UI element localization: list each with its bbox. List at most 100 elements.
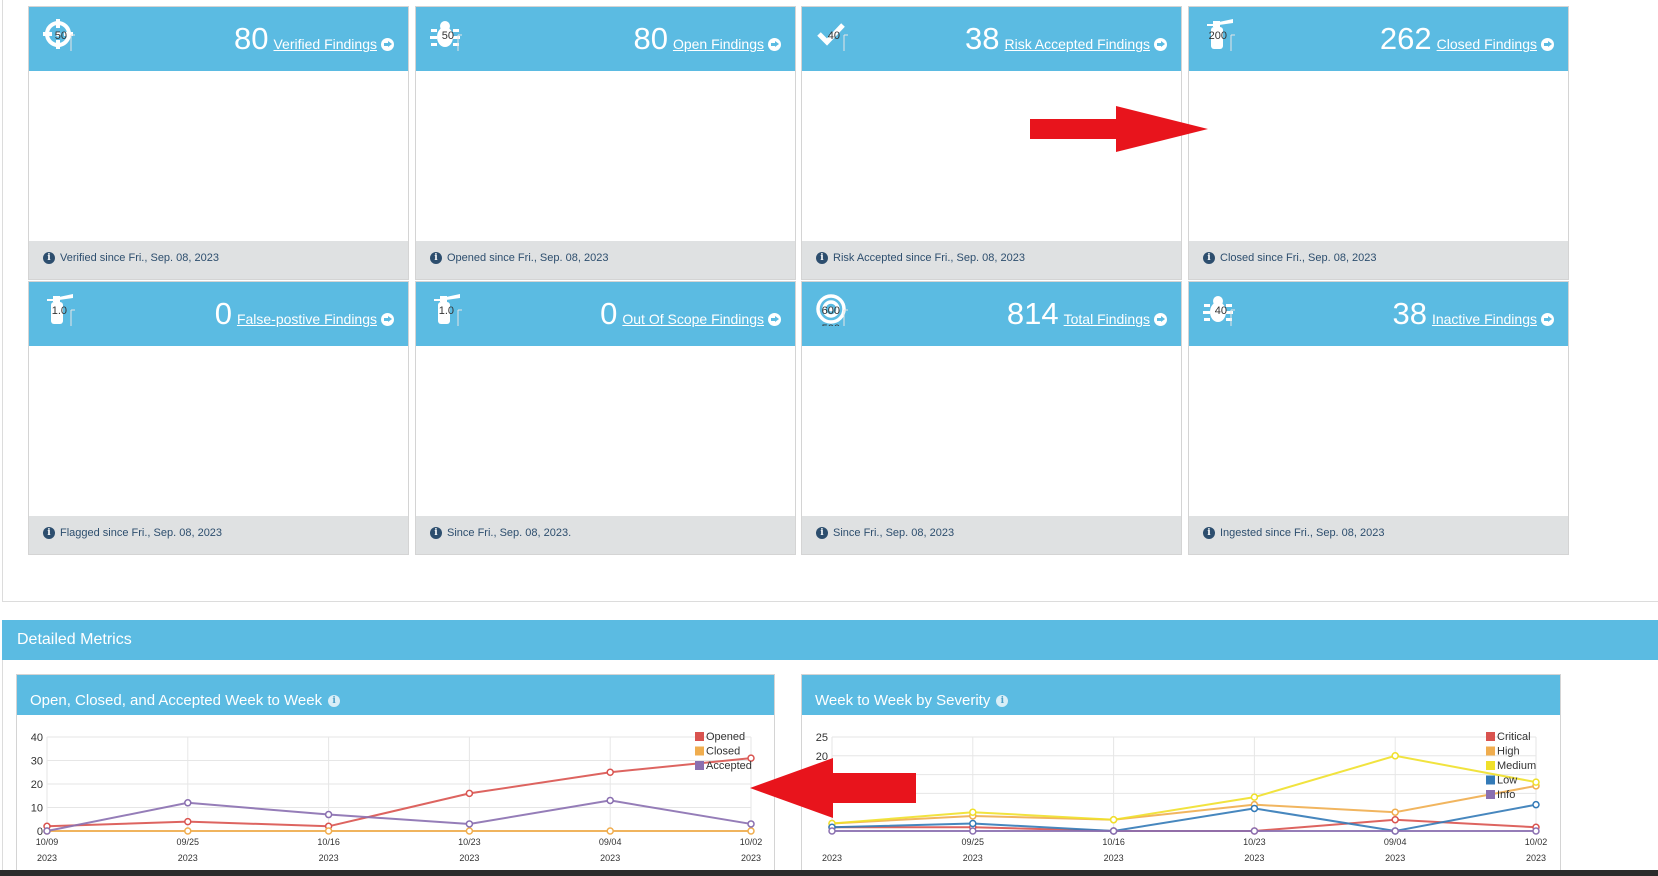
info-icon: i	[43, 527, 55, 539]
data-point[interactable]	[324, 827, 333, 835]
legend-label: Info	[1497, 789, 1515, 801]
card-link-total[interactable]: Total Findings	[1064, 311, 1167, 327]
data-point[interactable]	[606, 768, 614, 776]
data-point[interactable]	[606, 796, 614, 805]
arrow-circle-right-icon	[1154, 312, 1167, 326]
data-point[interactable]	[184, 827, 192, 835]
arrow-circle-right-icon	[768, 37, 781, 51]
data-point[interactable]	[969, 808, 977, 816]
data-point[interactable]	[1391, 815, 1399, 824]
data-point[interactable]	[747, 754, 755, 762]
x-tick-label: 10/23	[458, 837, 481, 847]
info-icon[interactable]: i	[328, 694, 341, 707]
data-point[interactable]	[324, 810, 333, 819]
card-footer-text: Since Fri., Sep. 08, 2023.	[447, 527, 572, 539]
x-tick-label: 10/23	[1243, 837, 1266, 847]
card-link-false-positive[interactable]: False-postive Findings	[237, 311, 394, 327]
card-header: -1.0-0.50.00.51.0CriticalHighMediumLowIn…	[416, 282, 795, 435]
legend-label: Closed	[706, 746, 740, 758]
data-point[interactable]	[747, 827, 755, 835]
data-point[interactable]	[184, 799, 192, 807]
arrow-circle-right-icon	[768, 312, 781, 326]
data-point[interactable]	[828, 827, 836, 835]
y-tick-label: 200	[1209, 30, 1227, 42]
x-tick-label: 2023	[600, 853, 620, 863]
target-icon: 0100200300400500600CriticalHighMediumLow…	[814, 292, 1145, 435]
data-point[interactable]	[43, 827, 51, 835]
data-point[interactable]	[606, 827, 614, 835]
info-icon: i	[1203, 252, 1215, 264]
legend-swatch	[695, 732, 704, 741]
bar-chart-open	[416, 71, 795, 238]
card-risk-accepted: 010203040CriticalHighMediumLowInfo38Risk…	[801, 6, 1182, 280]
data-point[interactable]	[747, 820, 755, 828]
data-point[interactable]	[1391, 808, 1399, 816]
x-tick-label: 10/02	[1525, 837, 1548, 847]
data-point[interactable]	[1532, 827, 1540, 835]
data-point[interactable]	[1532, 800, 1540, 809]
bar-chart-false-positive	[29, 346, 408, 513]
data-point[interactable]	[465, 827, 474, 835]
card-link-open[interactable]: Open Findings	[673, 36, 781, 52]
info-icon: i	[816, 252, 828, 264]
card-footer: i Risk Accepted since Fri., Sep. 08, 2023	[802, 241, 1181, 279]
arrow-circle-right-icon	[381, 37, 394, 51]
card-count: 38	[1392, 296, 1427, 331]
data-point[interactable]	[1250, 827, 1259, 835]
card-link-label: Verified Findings	[273, 36, 377, 52]
card-footer-text: Verified since Fri., Sep. 08, 2023	[60, 252, 219, 264]
card-count: 38	[964, 21, 1000, 56]
card-link-label: False-postive Findings	[236, 311, 377, 327]
data-point[interactable]	[465, 789, 474, 798]
annotation-arrow-right	[1030, 106, 1208, 152]
data-point[interactable]	[1391, 752, 1399, 760]
legend-swatch	[1486, 761, 1495, 770]
info-icon[interactable]: i	[996, 694, 1009, 707]
info-icon: i	[1203, 527, 1215, 539]
data-point[interactable]	[969, 827, 977, 835]
card-link-out-of-scope[interactable]: Out Of Scope Findings	[622, 311, 781, 327]
legend-swatch	[1486, 732, 1495, 741]
series-line-accepted	[46, 799, 752, 832]
data-point[interactable]	[1391, 827, 1399, 835]
y-tick-label: 0	[37, 826, 43, 838]
x-tick-label: 2023	[1244, 853, 1264, 863]
y-tick-label: 40	[1215, 305, 1227, 317]
x-tick-label: 10/16	[1102, 837, 1125, 847]
card-footer-text: Flagged since Fri., Sep. 08, 2023	[60, 527, 223, 539]
data-point[interactable]	[969, 819, 977, 828]
legend-swatch	[695, 746, 704, 756]
data-point[interactable]	[1250, 804, 1259, 813]
series-line-medium	[831, 754, 1537, 825]
series-line-high	[831, 784, 1537, 825]
data-point[interactable]	[184, 817, 192, 826]
data-point[interactable]	[465, 820, 474, 828]
data-point[interactable]	[1109, 815, 1118, 824]
x-tick-label: 2023	[178, 853, 198, 863]
legend-label: High	[1497, 746, 1520, 758]
x-tick-label: 2023	[37, 853, 57, 863]
card-title: 80 Open Findings	[633, 21, 781, 57]
data-point[interactable]	[1532, 778, 1540, 786]
card-footer: i Closed since Fri., Sep. 08, 2023	[1189, 241, 1568, 279]
y-tick-label: 50	[442, 30, 454, 42]
card-open: 01020304050CriticalHighMediumLowInfo80Op…	[415, 6, 796, 280]
card-link-verified[interactable]: Verified Findings	[273, 36, 394, 52]
panel-title: Open, Closed, and Accepted Week to Week	[30, 692, 323, 709]
card-title: 262 Closed Findings	[1380, 21, 1554, 57]
card-count: 262	[1379, 21, 1432, 56]
card-link-inactive[interactable]: Inactive Findings	[1432, 311, 1554, 327]
y-tick-label: 40	[31, 732, 43, 744]
line-chart-week-by-severity: 2023 09/25 2023 10/16 2023 10/23 2023 09/04 2023…	[816, 731, 1548, 863]
card-link-closed[interactable]: Closed Findings	[1437, 36, 1554, 52]
card-inactive: 010203040CriticalHighMediumLowInfo38Inac…	[1188, 281, 1569, 555]
card-footer: i Since Fri., Sep. 08, 2023.	[416, 516, 795, 554]
card-footer-text: Since Fri., Sep. 08, 2023	[833, 527, 955, 539]
card-link-risk-accepted[interactable]: Risk Accepted Findings	[1004, 36, 1167, 52]
card-count: 0	[600, 296, 618, 331]
data-point[interactable]	[1109, 827, 1118, 835]
info-icon: i	[430, 527, 442, 539]
y-tick-label: 10	[31, 803, 43, 815]
data-point[interactable]	[1250, 793, 1259, 801]
x-tick-label: 09/04	[599, 837, 622, 847]
